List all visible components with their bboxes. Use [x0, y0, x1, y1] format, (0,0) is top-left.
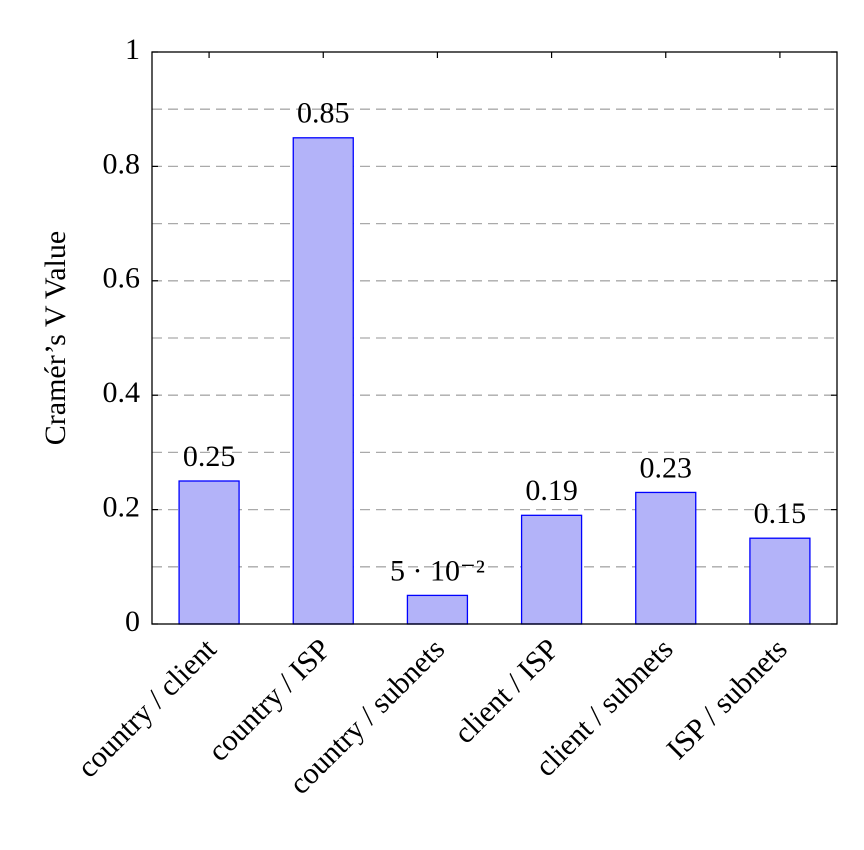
bar	[635, 491, 697, 625]
bar	[292, 137, 354, 625]
y-axis-label: Cramér’s V Value	[39, 231, 72, 445]
y-tick-label: 0	[125, 605, 140, 638]
y-tick-label: 0.8	[103, 147, 141, 180]
bar	[178, 480, 240, 625]
data-label: 0.19	[525, 474, 578, 507]
data-label: 0.85	[297, 97, 350, 130]
x-tick-label: ISP / subnets	[660, 632, 793, 765]
data-label: 0.15	[754, 497, 807, 530]
plot-frame	[151, 51, 838, 625]
data-label: 5 · 10⁻²	[390, 554, 485, 587]
bar	[749, 537, 811, 625]
y-tick-label: 0.4	[103, 376, 141, 409]
bar	[406, 594, 469, 625]
y-tick-label: 0.2	[103, 490, 141, 523]
data-label: 0.25	[183, 440, 236, 473]
data-label: 0.23	[640, 451, 693, 484]
y-tick-label: 1	[125, 33, 140, 66]
x-tick-label: client / ISP	[448, 632, 566, 750]
y-tick-label: 0.6	[103, 262, 141, 295]
x-tick-label: country / client	[71, 632, 223, 784]
bar	[520, 514, 583, 625]
